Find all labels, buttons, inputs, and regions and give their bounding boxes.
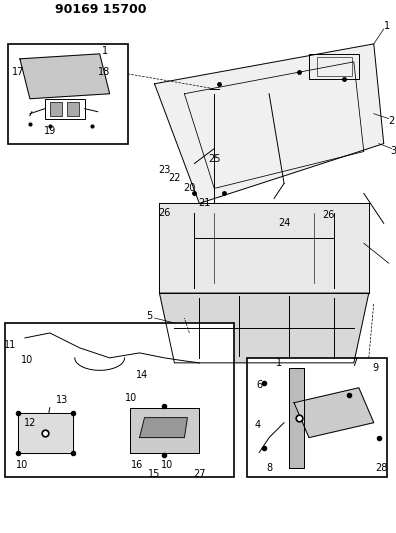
Text: 5: 5: [147, 311, 152, 321]
Text: 10: 10: [16, 459, 28, 470]
Text: 15: 15: [148, 470, 161, 480]
Text: 20: 20: [183, 183, 196, 193]
Text: 90169 15700: 90169 15700: [55, 3, 146, 15]
Text: 23: 23: [158, 165, 171, 175]
Text: 27: 27: [193, 470, 206, 480]
Text: 22: 22: [168, 173, 181, 183]
Text: 7: 7: [351, 358, 357, 368]
Polygon shape: [160, 293, 369, 363]
Text: 4: 4: [254, 419, 260, 430]
Bar: [18, 413, 73, 453]
Text: 28: 28: [375, 463, 388, 473]
Text: 26: 26: [158, 208, 171, 219]
Polygon shape: [154, 44, 384, 204]
Text: 17: 17: [12, 67, 24, 77]
Text: 2: 2: [388, 116, 395, 126]
Text: 26: 26: [323, 211, 335, 220]
Text: 19: 19: [44, 126, 56, 135]
Polygon shape: [20, 54, 110, 99]
Text: 1: 1: [276, 358, 282, 368]
Bar: [5, 323, 234, 478]
Bar: [50, 102, 62, 116]
Bar: [247, 358, 387, 478]
Text: 16: 16: [131, 459, 144, 470]
Polygon shape: [294, 388, 374, 438]
Text: 18: 18: [97, 67, 110, 77]
Text: 8: 8: [266, 463, 272, 473]
Text: 10: 10: [21, 355, 33, 365]
Polygon shape: [18, 413, 73, 453]
Text: 9: 9: [373, 363, 379, 373]
Text: 10: 10: [126, 393, 138, 403]
Bar: [45, 99, 85, 119]
Text: 3: 3: [390, 146, 396, 156]
Text: 13: 13: [56, 395, 68, 405]
Text: 6: 6: [256, 380, 262, 390]
Text: 1: 1: [102, 46, 108, 56]
Text: 1: 1: [384, 21, 390, 31]
Bar: [309, 54, 359, 79]
Text: 24: 24: [278, 219, 290, 228]
Bar: [129, 408, 199, 453]
Text: 21: 21: [198, 198, 211, 208]
Text: 25: 25: [208, 154, 221, 164]
Bar: [8, 44, 128, 143]
Bar: [67, 102, 79, 116]
Bar: [289, 368, 304, 467]
Polygon shape: [160, 204, 369, 293]
Text: 12: 12: [24, 418, 36, 427]
Text: 14: 14: [136, 370, 148, 380]
Bar: [317, 57, 352, 76]
Text: 10: 10: [161, 459, 173, 470]
Polygon shape: [139, 418, 187, 438]
Text: 11: 11: [4, 340, 16, 350]
